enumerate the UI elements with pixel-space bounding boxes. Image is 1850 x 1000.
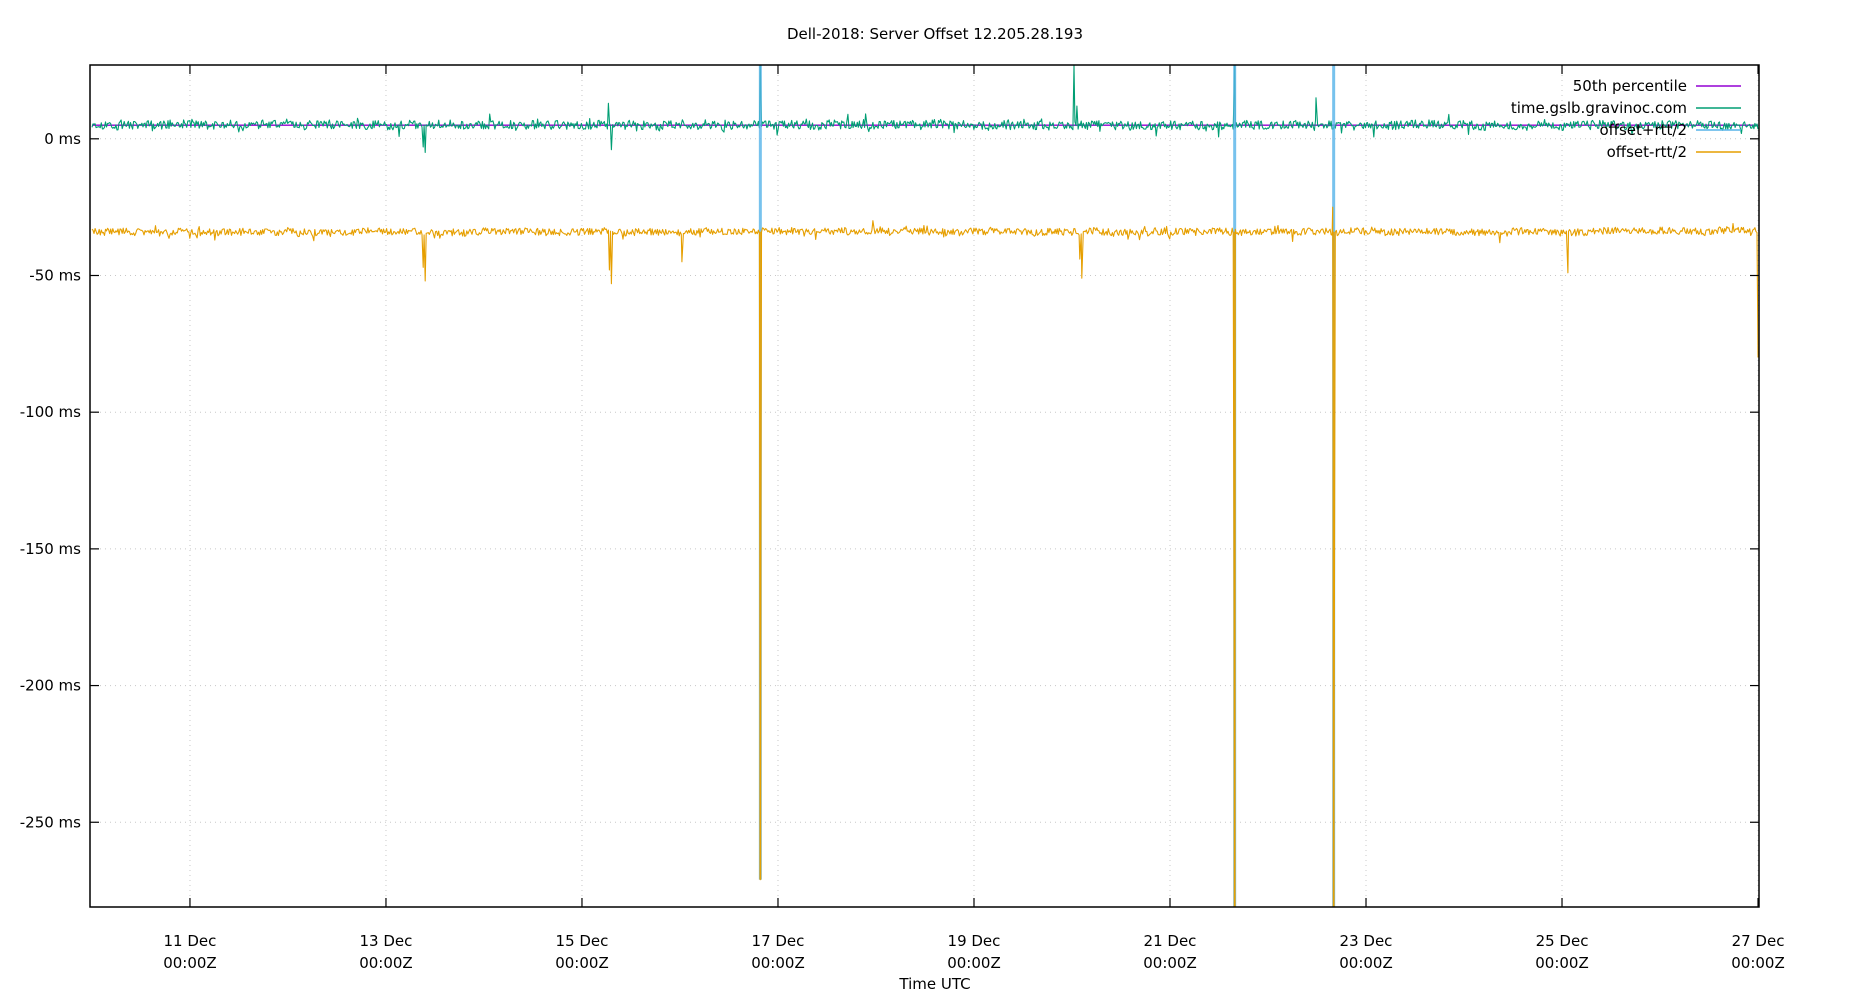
x-tick-label-date: 21 Dec — [1144, 932, 1197, 950]
x-tick-label-time: 00:00Z — [163, 954, 217, 972]
x-tick-label-time: 00:00Z — [1535, 954, 1589, 972]
x-tick-label-date: 23 Dec — [1340, 932, 1393, 950]
x-tick-label-date: 11 Dec — [164, 932, 217, 950]
x-tick-label-date: 17 Dec — [752, 932, 805, 950]
axes: 0 ms -50 ms -100 ms -150 ms -200 ms -250 ms 11… — [20, 64, 1785, 972]
x-tick-label-time: 00:00Z — [1731, 954, 1785, 972]
series-time-gslb-gravinoc-com — [91, 64, 1759, 154]
grid-lines — [90, 65, 1759, 907]
legend: 50th percentile time.gslb.gravinoc.com off… — [1511, 77, 1741, 161]
y-tick-label: -50 ms — [29, 267, 81, 285]
y-tick-label: -200 ms — [20, 677, 81, 695]
y-tick-label: 0 ms — [44, 130, 81, 148]
y-tick-label: -250 ms — [20, 813, 81, 831]
plot-border — [89, 64, 1760, 908]
chart-title: Dell-2018: Server Offset 12.205.28.193 — [787, 25, 1083, 43]
plot-series — [91, 64, 1759, 908]
x-tick-label-date: 27 Dec — [1732, 932, 1785, 950]
x-tick-label-time: 00:00Z — [947, 954, 1001, 972]
x-tick-label-time: 00:00Z — [555, 954, 609, 972]
legend-label: 50th percentile — [1573, 77, 1687, 95]
x-tick-label-time: 00:00Z — [359, 954, 413, 972]
x-tick-label-time: 00:00Z — [751, 954, 805, 972]
legend-label: offset+rtt/2 — [1599, 121, 1687, 139]
x-tick-label-date: 19 Dec — [948, 932, 1001, 950]
x-tick-label-time: 00:00Z — [1143, 954, 1197, 972]
x-tick-label-date: 13 Dec — [360, 932, 413, 950]
y-tick-label: -100 ms — [20, 403, 81, 421]
legend-label: offset-rtt/2 — [1607, 143, 1687, 161]
x-axis-label: Time UTC — [898, 975, 970, 993]
x-tick-label-date: 15 Dec — [556, 932, 609, 950]
x-tick-label-date: 25 Dec — [1536, 932, 1589, 950]
x-tick-label-time: 00:00Z — [1339, 954, 1393, 972]
legend-label: time.gslb.gravinoc.com — [1511, 99, 1687, 117]
series-offset-rtt-2 — [91, 206, 1759, 908]
y-tick-label: -150 ms — [20, 540, 81, 558]
